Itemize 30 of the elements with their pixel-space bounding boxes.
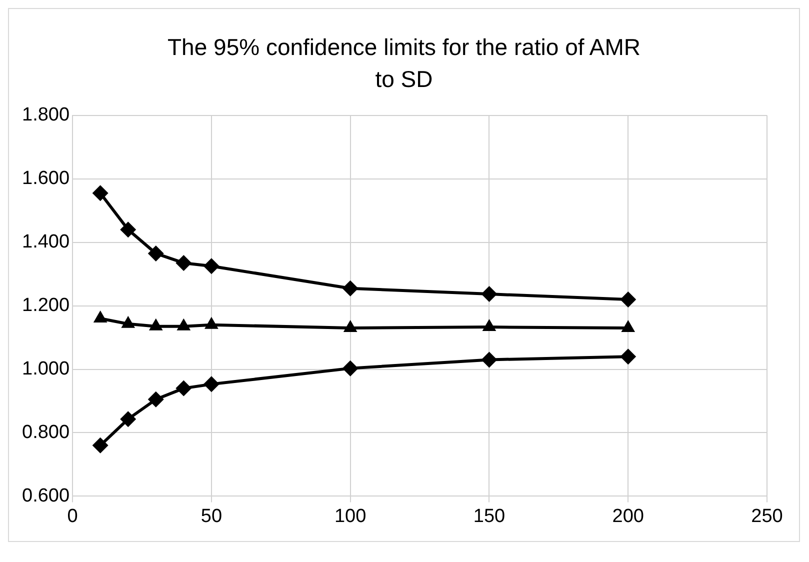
y-tick-label: 0.800 (22, 422, 70, 443)
x-tick-label: 50 (200, 506, 222, 527)
y-tick-label: 1.400 (22, 232, 70, 253)
y-tick-label: 1.000 (22, 358, 70, 380)
point (176, 254, 192, 271)
point (120, 411, 136, 428)
point (620, 291, 636, 308)
point (176, 380, 192, 396)
point (203, 258, 220, 274)
point (342, 360, 358, 376)
x-tick-label: 250 (751, 506, 783, 527)
y-tick-label: 1.600 (22, 168, 70, 190)
y-tick-label: 0.600 (22, 485, 70, 506)
x-tick-label: 200 (612, 506, 644, 527)
point (120, 222, 136, 238)
chart-title: The 95% confidence limits for the ratio of AMR to SD (166, 33, 642, 94)
y-tick-label: 1.200 (22, 295, 70, 316)
x-tick-label: 100 (334, 506, 366, 527)
point (148, 245, 164, 262)
point (342, 280, 358, 296)
point (92, 437, 108, 454)
x-tick-label: 0 (67, 506, 78, 527)
x-tick-label: 150 (473, 506, 506, 527)
point (481, 286, 498, 302)
point (203, 376, 220, 392)
point (92, 185, 108, 202)
point (148, 391, 164, 408)
point (481, 352, 498, 368)
y-tick-label: 1.800 (22, 104, 70, 126)
point (620, 348, 636, 365)
